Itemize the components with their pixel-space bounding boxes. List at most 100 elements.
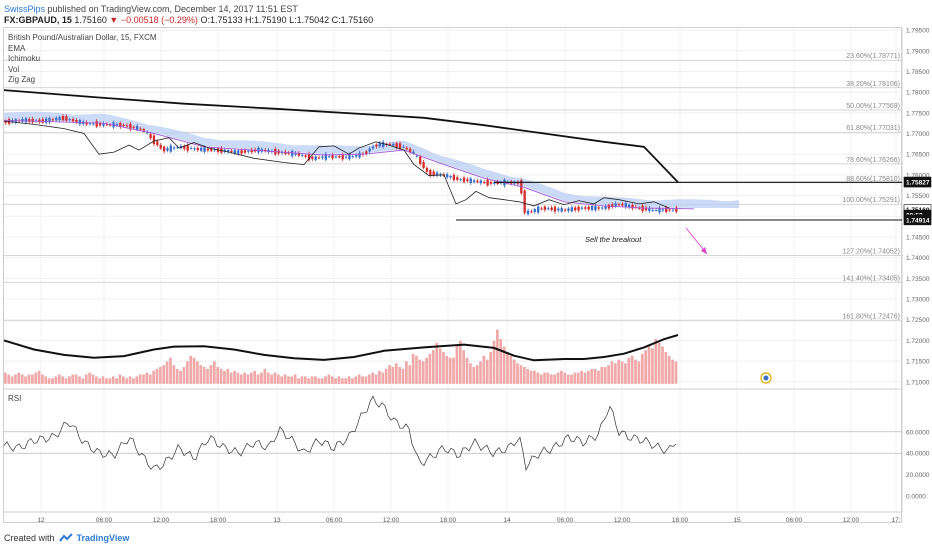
volume-bar (20, 374, 24, 384)
high-value: H:1.75190 (245, 15, 287, 25)
volume-bar (462, 350, 466, 384)
candle-body (51, 119, 55, 121)
author-link[interactable]: SwissPips (4, 4, 46, 14)
candle-body (297, 152, 301, 156)
candle-body (381, 141, 385, 147)
legend-ema[interactable]: EMA (8, 43, 26, 53)
tradingview-brand[interactable]: TradingView (76, 533, 130, 543)
candle-body (472, 180, 476, 182)
candle-body (226, 150, 230, 152)
legend-ichimoku[interactable]: Ichimoku (8, 54, 41, 63)
candle-body (462, 177, 466, 182)
volume-bar (617, 359, 621, 384)
candle-body (287, 152, 290, 154)
change: −0.00518 (−0.29%) (120, 15, 198, 25)
volume-bar (98, 378, 102, 384)
candle-body (24, 118, 28, 123)
volume-bar (276, 374, 280, 384)
price-tick-label: 1.79500 (906, 28, 930, 35)
candle-body (88, 123, 92, 125)
volume-bar (260, 372, 263, 384)
volume-bar (162, 365, 166, 384)
volume-bar (125, 378, 129, 384)
volume-bar (344, 378, 348, 384)
volume-bar (654, 339, 658, 384)
candle-body (553, 206, 557, 212)
volume-bar (674, 361, 678, 384)
volume-bar (509, 355, 513, 384)
candle-body (408, 148, 412, 153)
time-tick-label: 15 (733, 517, 741, 524)
volume-bar (256, 374, 260, 384)
volume-bar (115, 378, 118, 384)
volume-bar (485, 359, 489, 384)
candle-body (536, 206, 540, 213)
volume-bar (51, 378, 54, 384)
candle-body (351, 156, 354, 158)
volume-bar (570, 374, 573, 384)
rsi-label[interactable]: RSI (8, 394, 22, 403)
candle-body (169, 145, 172, 152)
candle-body (311, 156, 314, 159)
candle-body (617, 204, 621, 206)
candle-body (331, 154, 334, 159)
sell-breakout-annotation: Sell the breakout (585, 235, 642, 244)
candle-body (368, 148, 371, 152)
volume-bar (637, 361, 641, 384)
candle-body (206, 148, 210, 151)
volume-bar (263, 368, 267, 384)
candle-body (31, 118, 34, 123)
candle-body (526, 210, 530, 215)
volume-bar (341, 378, 344, 384)
volume-bar (506, 352, 509, 384)
candle-body (317, 157, 321, 159)
candle-body (675, 207, 678, 212)
volume-bar (391, 367, 395, 384)
time-tick-label: 17: (891, 517, 900, 524)
volume-bar (442, 352, 445, 384)
volume-bar (657, 342, 661, 384)
candle-body (466, 179, 469, 181)
price-tick-label: 1.74000 (906, 255, 930, 262)
candle-body (429, 170, 432, 176)
candle-body (156, 141, 159, 146)
volume-bar (223, 370, 226, 384)
volume-bar (148, 374, 152, 384)
volume-bar (54, 376, 58, 384)
symbol-line: FX:GBPAUD, 15 1.75160 ▼ −0.00518 (−0.29%… (4, 14, 373, 26)
candle-body (641, 205, 644, 212)
candle-body (44, 118, 48, 123)
volume-bar (600, 367, 604, 384)
volume-bar (30, 374, 34, 384)
time-tick-label: 18:00 (672, 517, 689, 524)
volume-bar (566, 374, 570, 384)
volume-bar (297, 378, 300, 384)
legend-vol[interactable]: Vol (8, 64, 20, 74)
time-tick-label: 06:00 (96, 517, 113, 524)
candle-body (530, 211, 533, 213)
volume-bar (492, 340, 496, 384)
volume-bar (165, 361, 169, 384)
candle-body (439, 173, 442, 175)
price-tick-label: 1.77000 (906, 131, 930, 138)
volume-bar (71, 374, 75, 384)
volume-bar (610, 361, 614, 384)
volume-bar (499, 339, 503, 384)
volume-bar (512, 359, 516, 384)
candle-body (405, 147, 408, 150)
candle-body (92, 123, 95, 125)
volume-bar (290, 376, 294, 384)
ticker: FX:GBPAUD, 15 (4, 15, 72, 25)
volume-bar (469, 363, 472, 384)
event-flag-dot (763, 375, 769, 381)
candle-body (449, 176, 452, 178)
candle-body (476, 180, 479, 183)
candle-body (183, 145, 186, 149)
candle-body (223, 149, 226, 152)
candle-body (213, 149, 216, 151)
candle-body (567, 208, 570, 211)
candle-body (301, 154, 304, 156)
legend-zigzag[interactable]: Zig Zag (8, 75, 36, 84)
candle-body (341, 154, 344, 160)
